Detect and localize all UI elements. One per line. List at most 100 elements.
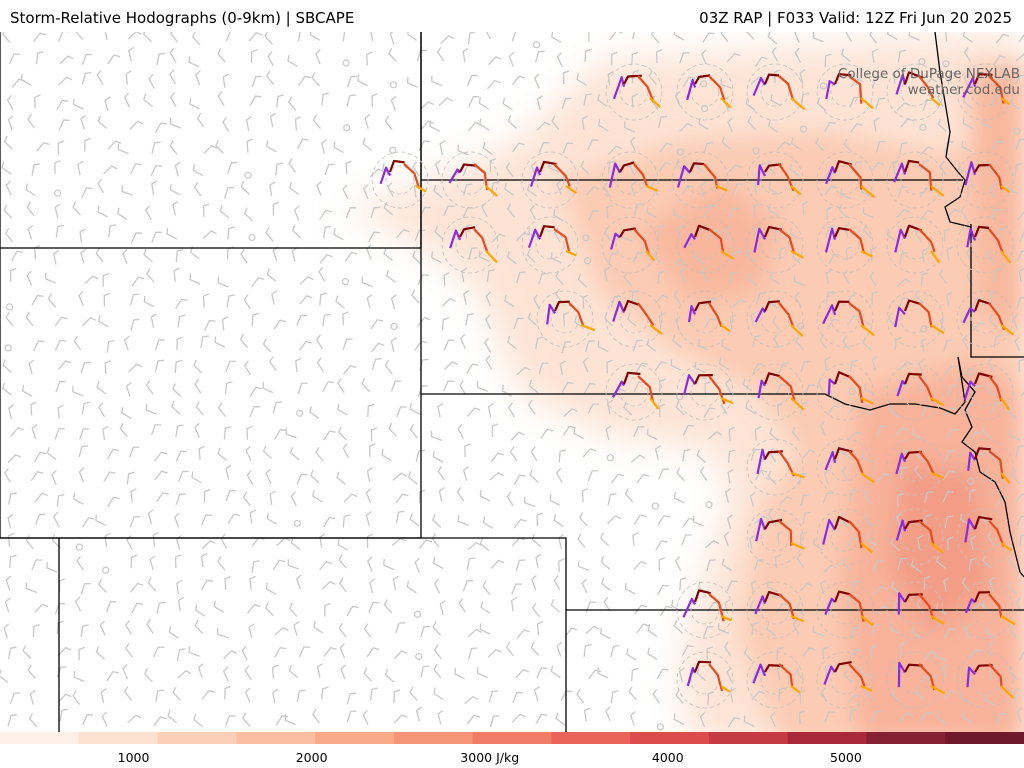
wind-barb — [274, 627, 289, 636]
map-panel[interactable]: College of DuPage NEXLAB weather.cod.edu — [0, 32, 1024, 744]
hodograph-trace — [966, 227, 977, 248]
calm-wind-circle — [966, 368, 975, 376]
wind-barb — [727, 52, 741, 63]
wind-barb — [840, 188, 852, 200]
wind-barb — [54, 203, 61, 219]
wind-barb — [1016, 515, 1024, 527]
wind-barb — [674, 555, 682, 571]
hodograph-range-ring — [690, 595, 720, 625]
wind-barb — [56, 99, 69, 111]
hodograph-trace — [930, 685, 946, 695]
wind-barb — [454, 667, 466, 680]
wind-barb — [947, 71, 957, 85]
hodograph-trace — [623, 74, 642, 85]
wind-barb — [20, 73, 32, 86]
wind-barb — [365, 488, 372, 504]
colorbar-labels: 1000 2000 3000 J/kg 4000 5000 — [0, 750, 1024, 768]
wind-barb — [846, 315, 860, 326]
wind-barb — [581, 115, 588, 130]
wind-barb — [597, 119, 609, 132]
wind-barb — [504, 182, 515, 196]
hodograph-trace — [904, 450, 922, 460]
wind-barb — [721, 558, 733, 572]
wind-barb — [52, 511, 60, 527]
wind-barb — [433, 687, 444, 701]
wind-barb — [890, 537, 900, 552]
hodograph-range-ring — [900, 230, 930, 260]
wind-barb — [364, 113, 371, 129]
wind-barb — [770, 94, 782, 107]
wind-barb — [538, 141, 550, 154]
wind-barb — [217, 48, 226, 63]
colorbar-tick-label: 5000 — [830, 750, 862, 765]
wind-barb — [150, 165, 162, 176]
wind-barb — [192, 164, 204, 177]
wind-barb — [968, 488, 977, 503]
wind-barb — [864, 513, 874, 527]
wind-barb — [440, 35, 455, 45]
wind-barb — [420, 625, 430, 638]
wind-barb — [623, 271, 633, 286]
wind-barb — [269, 490, 276, 506]
wind-barb — [318, 266, 326, 282]
hodograph-trace — [622, 299, 640, 312]
wind-barb — [886, 32, 898, 41]
wind-barb — [562, 70, 570, 85]
wind-barb — [152, 532, 159, 547]
wind-barb — [295, 357, 302, 372]
hodograph-trace — [720, 614, 732, 622]
wind-barb — [315, 49, 321, 65]
hodograph-layer[interactable] — [371, 63, 1016, 709]
wind-barb — [911, 625, 922, 639]
hodograph-trace — [778, 520, 793, 546]
wind-barb — [899, 712, 913, 723]
hodograph-trace — [930, 250, 941, 264]
wind-barb — [46, 561, 58, 573]
wind-barb — [624, 121, 636, 133]
wind-barb — [792, 619, 800, 635]
wind-barb — [338, 622, 347, 638]
wind-barb — [631, 667, 639, 682]
wind-barb — [699, 712, 706, 728]
wind-barb — [778, 246, 787, 261]
wind-barb — [506, 251, 517, 265]
wind-barb — [298, 75, 311, 86]
wind-barb — [265, 227, 274, 242]
wind-barb — [130, 163, 142, 175]
wind-barb — [513, 474, 526, 486]
wind-barb — [84, 137, 91, 152]
wind-barb — [778, 495, 793, 506]
hodograph-trace — [848, 520, 863, 549]
wind-barb — [215, 139, 224, 154]
wind-barb — [485, 291, 492, 307]
hodograph-range-ring — [685, 165, 715, 195]
wind-barb — [946, 428, 958, 440]
wind-barb — [482, 516, 494, 529]
wind-barb — [752, 363, 764, 375]
wind-barb — [22, 645, 32, 659]
hodograph-trace — [568, 302, 585, 326]
wind-barb — [968, 431, 982, 442]
wind-barb — [9, 692, 21, 704]
wind-barb — [370, 427, 378, 442]
wind-barb — [789, 163, 800, 177]
wind-barb — [299, 276, 314, 285]
wind-barb — [728, 449, 736, 463]
wind-barb — [409, 424, 419, 439]
wind-barb — [81, 401, 91, 415]
wind-barb — [362, 137, 373, 152]
wind-barb — [167, 709, 178, 724]
wind-barb — [95, 247, 104, 263]
wind-barb — [915, 686, 925, 701]
wind-barb — [776, 646, 784, 661]
wind-barb — [846, 537, 859, 549]
hodograph-range-ring — [676, 363, 734, 421]
wind-barb — [80, 248, 87, 264]
wind-barb — [981, 117, 993, 129]
wind-barb — [743, 647, 753, 662]
wind-barb — [409, 513, 420, 527]
wind-barb — [936, 555, 946, 569]
wind-barb — [275, 162, 284, 176]
wind-barb — [673, 208, 685, 220]
wind-barb — [333, 141, 345, 154]
